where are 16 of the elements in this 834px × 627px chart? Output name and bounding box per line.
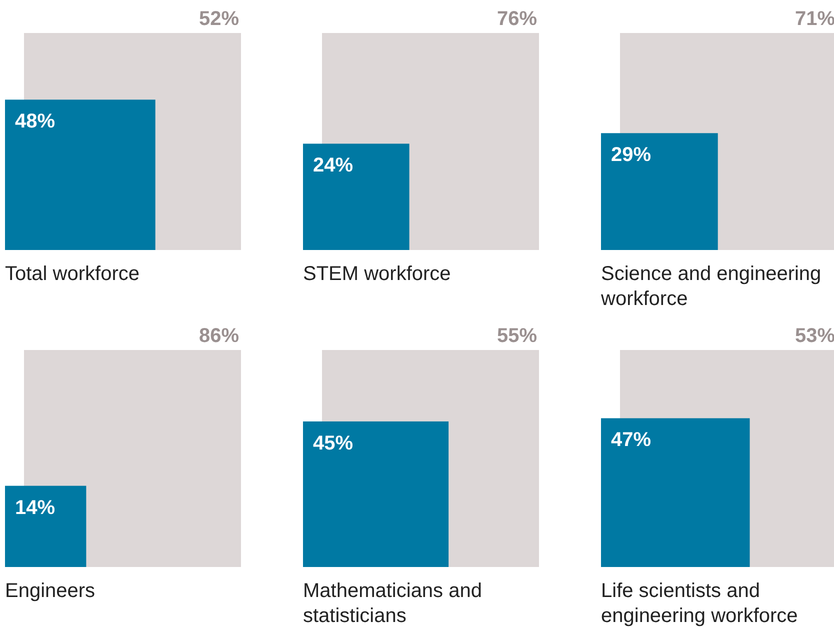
data-label: 47% [611,429,652,452]
category-label: Mathematicians and statisticians [303,580,482,627]
data-label: 86% [198,325,240,347]
data-label: 45% [313,432,354,454]
category-label: Life scientists and engineering workforce [601,580,798,627]
data-label: 14% [15,496,56,519]
category-label: STEM workforce [303,263,451,285]
data-label: 24% [313,154,354,177]
category-label: Science and engineering workforce [600,263,822,310]
data-label: 76% [496,8,538,30]
category-label: Total workforce [5,263,140,285]
data-label: 29% [611,144,652,166]
data-label: 48% [15,110,56,133]
category-label: Engineers [5,580,96,602]
data-label: 52% [198,8,240,30]
data-label: 55% [496,325,538,347]
